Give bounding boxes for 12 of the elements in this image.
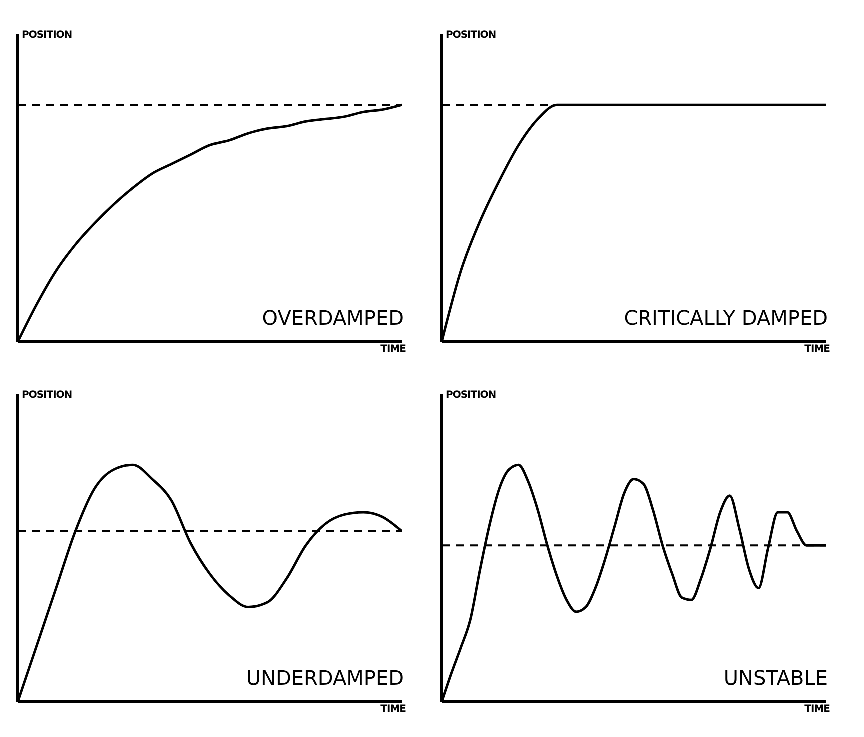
y-axis-title: POSITION — [446, 390, 496, 401]
y-axis-title: POSITION — [22, 390, 72, 401]
y-axis-title: POSITION — [22, 30, 72, 41]
x-axis-title: TIME — [380, 344, 406, 355]
x-axis-title: TIME — [804, 344, 830, 355]
text: UNDERDAMPED — [246, 666, 404, 690]
y-axis-title: POSITION — [446, 30, 496, 41]
text: UNSTABLE — [724, 666, 828, 690]
x-axis-title: TIME — [804, 704, 830, 715]
text: CRITICALLY DAMPED — [624, 306, 828, 330]
text: OVERDAMPED — [262, 306, 404, 330]
x-axis-title: TIME — [380, 704, 406, 715]
